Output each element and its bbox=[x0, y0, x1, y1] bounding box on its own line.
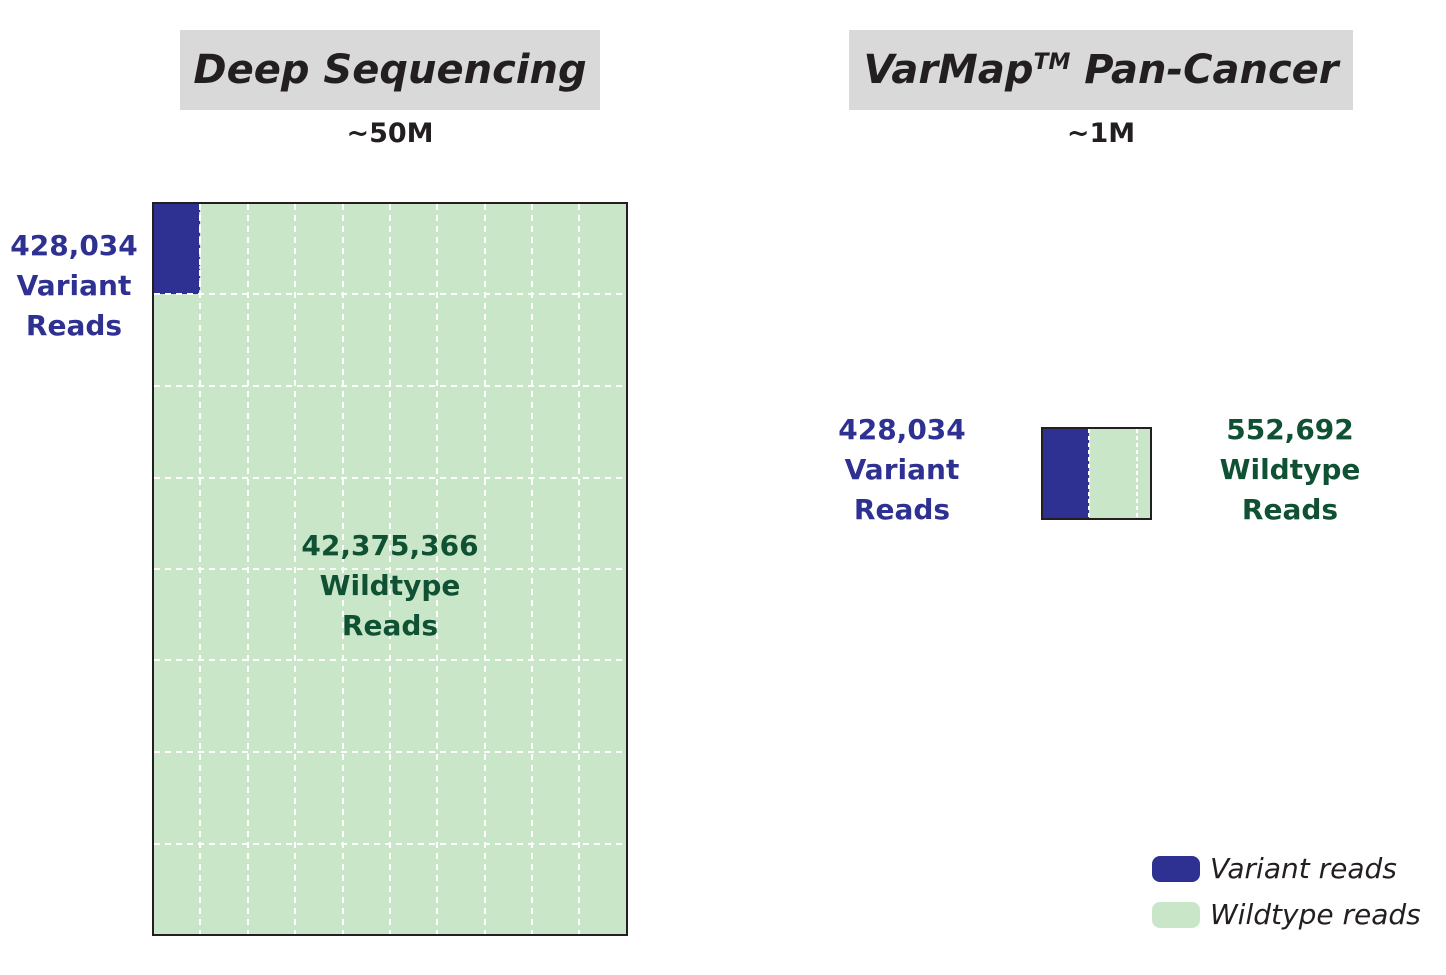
variant-swatch bbox=[1152, 855, 1200, 882]
left-variant-count: 428,034 bbox=[10, 229, 138, 262]
wildtype-swatch bbox=[1152, 901, 1200, 928]
deep-sequencing-title: Deep Sequencing bbox=[180, 30, 600, 110]
varmap-title-trademark: TM bbox=[1033, 49, 1071, 75]
left-wildtype-count: 42,375,366 bbox=[301, 529, 479, 562]
left-wildtype-unit: Reads bbox=[341, 609, 439, 642]
left-wildtype-callout: 42,375,366 Wildtype Reads bbox=[270, 526, 510, 646]
right-wildtype-count: 552,692 bbox=[1226, 413, 1354, 446]
varmap-total: ~1M bbox=[1066, 118, 1136, 149]
varmap-read-box bbox=[1041, 427, 1152, 520]
left-variant-unit: Reads bbox=[25, 309, 123, 342]
varmap-title-rest: Pan-Cancer bbox=[1070, 47, 1339, 93]
right-wildtype-callout: 552,692 Wildtype Reads bbox=[1206, 410, 1374, 530]
varmap-variant-block bbox=[1043, 429, 1089, 518]
deep-sequencing-grid-svg bbox=[154, 204, 626, 934]
deep-sequencing-title-text: Deep Sequencing bbox=[193, 47, 587, 93]
varmap-title-main: VarMap bbox=[863, 47, 1034, 93]
varmap-box-svg bbox=[1043, 429, 1138, 518]
left-variant-label: Variant bbox=[16, 269, 132, 302]
left-variant-callout: 428,034 Variant Reads bbox=[0, 226, 148, 346]
varmap-title: VarMap TM Pan-Cancer bbox=[849, 30, 1353, 110]
deep-sequencing-total: ~50M bbox=[346, 118, 434, 149]
legend-wildtype-label: Wildtype reads bbox=[1210, 898, 1421, 931]
right-variant-callout: 428,034 Variant Reads bbox=[832, 410, 972, 530]
right-wildtype-label: Wildtype bbox=[1219, 453, 1361, 486]
legend-item-variant: Variant reads bbox=[1152, 852, 1442, 885]
variant-reads-block bbox=[154, 204, 200, 294]
legend-item-wildtype: Wildtype reads bbox=[1152, 898, 1442, 931]
grid-lines bbox=[154, 204, 626, 934]
legend-variant-label: Variant reads bbox=[1210, 852, 1397, 885]
right-variant-unit: Reads bbox=[853, 493, 951, 526]
right-variant-count: 428,034 bbox=[838, 413, 966, 446]
left-wildtype-label: Wildtype bbox=[319, 569, 461, 602]
right-wildtype-unit: Reads bbox=[1241, 493, 1339, 526]
deep-sequencing-read-grid bbox=[152, 202, 628, 936]
right-variant-label: Variant bbox=[844, 453, 960, 486]
